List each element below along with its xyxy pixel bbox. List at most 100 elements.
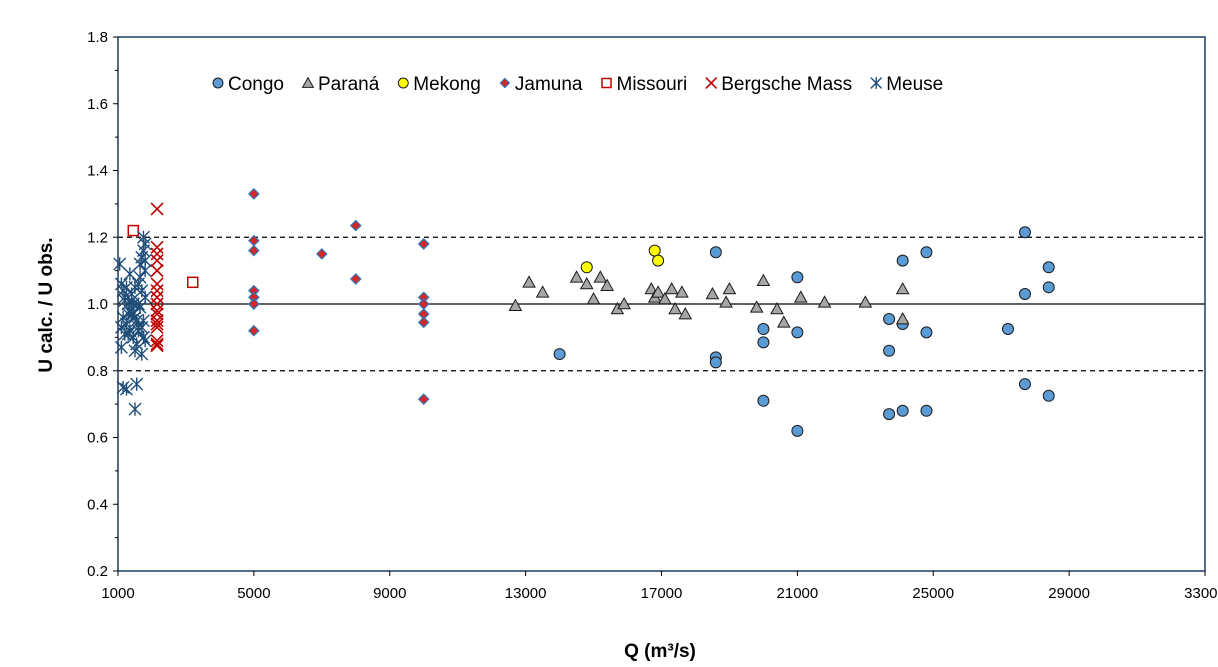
point-congo xyxy=(1018,287,1031,300)
axes xyxy=(113,36,1206,576)
legend-marker-mekong xyxy=(397,77,409,89)
point-congo xyxy=(1042,389,1055,402)
point-parana xyxy=(756,273,771,286)
legend-label-jamuna: Jamuna xyxy=(515,74,583,95)
point-congo xyxy=(1042,281,1055,294)
point-mekong xyxy=(652,254,665,267)
point-bergsche-mass xyxy=(150,277,164,291)
x-tick-label: 21000 xyxy=(777,585,819,602)
point-bergsche-mass xyxy=(150,247,164,261)
point-bergsche-mass xyxy=(150,304,164,318)
point-congo xyxy=(757,394,770,407)
legend-item-missouri: Missouri xyxy=(601,74,688,95)
point-jamuna xyxy=(417,298,430,310)
series-meuse xyxy=(113,230,152,416)
point-meuse xyxy=(131,324,145,338)
series-missouri xyxy=(127,224,199,289)
point-jamuna xyxy=(248,298,260,310)
point-meuse xyxy=(136,230,150,244)
point-parana xyxy=(895,311,910,325)
point-parana xyxy=(895,281,910,295)
point-parana xyxy=(770,301,784,315)
series-mekong xyxy=(580,244,665,274)
legend-item-congo: Congo xyxy=(212,74,284,95)
legend-marker-parana xyxy=(301,76,315,88)
x-tick-label: 13000 xyxy=(505,585,547,602)
point-bergsche-mass xyxy=(150,290,164,304)
point-jamuna xyxy=(248,244,260,257)
point-parana xyxy=(793,290,808,303)
point-bergsche-mass xyxy=(150,202,164,216)
y-tick-label: 0.2 xyxy=(87,563,108,580)
point-congo xyxy=(709,356,722,369)
point-meuse xyxy=(138,334,152,348)
point-bergsche-mass xyxy=(150,337,164,351)
point-parana xyxy=(600,278,614,291)
point-parana xyxy=(722,281,737,295)
point-bergsche-mass xyxy=(150,284,164,298)
point-meuse xyxy=(131,277,145,291)
point-jamuna xyxy=(417,316,430,329)
point-congo xyxy=(920,326,933,339)
point-missouri xyxy=(127,224,140,237)
point-parana xyxy=(569,270,584,283)
legend-label-missouri: Missouri xyxy=(617,74,688,95)
point-parana xyxy=(579,276,594,290)
x-tick-label: 25000 xyxy=(912,585,954,602)
point-congo xyxy=(920,404,933,417)
point-congo xyxy=(757,323,770,336)
legend-background xyxy=(205,68,968,100)
legend-label-bergsche-mass: Bergsche Mass xyxy=(721,74,852,95)
point-jamuna xyxy=(349,219,362,232)
point-mekong xyxy=(580,261,593,274)
point-congo xyxy=(883,408,896,421)
point-congo xyxy=(1018,378,1031,391)
y-tick-label: 0.4 xyxy=(87,496,108,513)
point-bergsche-mass xyxy=(150,334,164,348)
x-tick-label: 5000 xyxy=(237,585,270,602)
legend: Congo Paraná Mekong Jamuna Missouri Bergsche … xyxy=(205,68,968,100)
legend-item-bergsche-mass: Bergsche Mass xyxy=(705,74,852,95)
x-tick-label: 17000 xyxy=(641,585,683,602)
point-meuse xyxy=(118,327,132,341)
point-meuse xyxy=(119,382,133,396)
point-meuse xyxy=(114,340,128,354)
x-tick-label: 1000 xyxy=(101,585,134,602)
point-meuse xyxy=(128,344,142,358)
point-parana xyxy=(535,285,550,298)
point-parana xyxy=(858,295,873,308)
y-tick-label: 0.6 xyxy=(87,430,108,447)
legend-label-mekong: Mekong xyxy=(413,74,481,95)
point-parana xyxy=(776,315,791,328)
y-tick-label: 1.2 xyxy=(87,229,108,246)
legend-marker-congo xyxy=(212,77,224,89)
point-bergsche-mass xyxy=(150,240,164,254)
point-bergsche-mass xyxy=(150,297,164,311)
point-congo xyxy=(791,271,804,284)
point-congo xyxy=(883,313,896,326)
point-parana xyxy=(651,285,665,298)
point-jamuna xyxy=(315,248,328,260)
point-bergsche-mass xyxy=(150,314,164,328)
point-congo xyxy=(791,424,804,437)
point-parana xyxy=(705,286,720,300)
point-parana xyxy=(586,291,601,305)
point-bergsche-mass xyxy=(150,254,164,268)
point-parana xyxy=(664,281,679,295)
x-axis-label: Q (m³/s) xyxy=(624,641,696,662)
point-jamuna xyxy=(248,188,260,200)
point-congo xyxy=(791,326,804,339)
series-jamuna xyxy=(248,188,430,405)
point-parana xyxy=(522,275,536,288)
point-parana xyxy=(817,295,832,308)
legend-item-mekong: Mekong xyxy=(397,74,481,95)
legend-item-jamuna: Jamuna xyxy=(499,74,583,95)
point-parana xyxy=(719,295,733,308)
x-tick-label: 9000 xyxy=(373,585,406,602)
legend-marker-meuse xyxy=(870,77,883,89)
point-jamuna xyxy=(417,238,430,250)
series-parana xyxy=(508,270,910,328)
point-jamuna xyxy=(349,273,362,285)
point-meuse xyxy=(126,297,140,311)
